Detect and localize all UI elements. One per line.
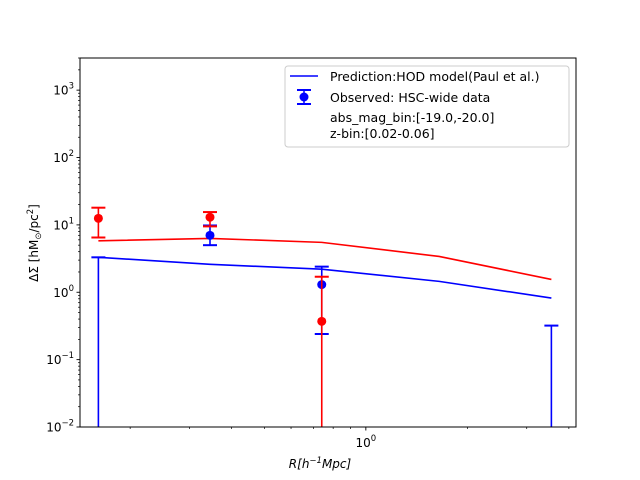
y-tick-label: 103 bbox=[53, 82, 74, 98]
data-point-blue-1 bbox=[205, 230, 215, 240]
y-axis-label: ΔΣ [hM⊙/pc2] bbox=[26, 204, 44, 282]
data-point-red-2 bbox=[317, 316, 327, 326]
y-tick-label: 100 bbox=[53, 284, 74, 300]
plot-area bbox=[91, 206, 559, 427]
y-tick-label: 102 bbox=[53, 149, 74, 165]
x-tick-label: 100 bbox=[355, 434, 376, 450]
y-tick-label: 10−1 bbox=[46, 351, 74, 367]
y-tick-label: 10−2 bbox=[46, 419, 74, 435]
x-axis-label: R[h−1Mpc] bbox=[289, 456, 352, 471]
plot-marks bbox=[91, 206, 559, 427]
axis-ticks: 10−2 10−1 100 101 102 103 100 bbox=[46, 57, 570, 450]
legend-entry-z-bin: z-bin:[0.02-0.06] bbox=[330, 126, 435, 141]
legend-entry-observed: Observed: HSC-wide data bbox=[330, 90, 490, 105]
data-point-red-0 bbox=[93, 213, 103, 223]
legend-entry-abs-mag-bin: abs_mag_bin:[-19.0,-20.0] bbox=[330, 110, 494, 125]
legend-frame bbox=[284, 65, 570, 148]
series-line-hod-red bbox=[98, 237, 552, 281]
axes-frame bbox=[79, 57, 577, 428]
legend-errorbar-swatch bbox=[297, 89, 311, 105]
legend: Prediction:HOD model(Paul et al.) Observ… bbox=[284, 65, 570, 148]
axes-border bbox=[79, 57, 577, 428]
legend-entry-prediction: Prediction:HOD model(Paul et al.) bbox=[330, 69, 540, 84]
y-tick-label: 101 bbox=[53, 216, 74, 232]
data-point-red-1 bbox=[205, 212, 215, 222]
